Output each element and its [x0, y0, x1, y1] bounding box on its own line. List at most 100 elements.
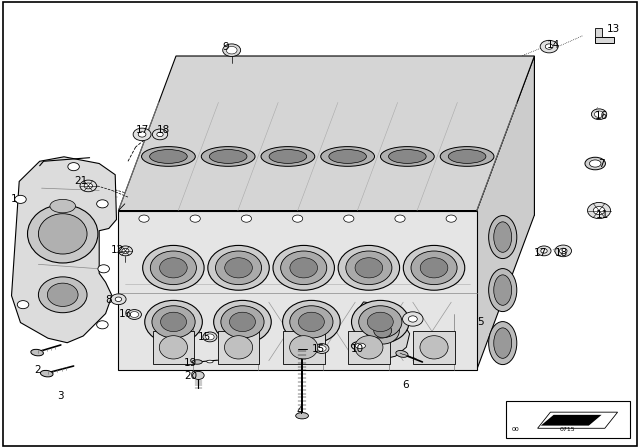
Circle shape: [403, 312, 423, 326]
Ellipse shape: [355, 258, 383, 278]
Circle shape: [84, 183, 93, 189]
Ellipse shape: [367, 312, 393, 332]
Ellipse shape: [28, 205, 98, 263]
Ellipse shape: [281, 251, 327, 284]
Circle shape: [227, 47, 237, 54]
Ellipse shape: [283, 301, 340, 344]
Text: 8: 8: [106, 295, 112, 305]
Text: 20: 20: [184, 371, 197, 381]
Text: 16: 16: [595, 111, 608, 121]
Polygon shape: [118, 211, 477, 370]
Text: 17: 17: [534, 248, 547, 258]
Ellipse shape: [420, 336, 448, 359]
Ellipse shape: [351, 341, 369, 350]
Circle shape: [122, 248, 129, 254]
Ellipse shape: [261, 146, 315, 166]
Text: 12: 12: [111, 245, 124, 254]
Circle shape: [115, 297, 122, 302]
Bar: [413, 331, 455, 364]
Bar: [152, 331, 194, 364]
Text: 2: 2: [34, 366, 40, 375]
Text: 13: 13: [607, 24, 620, 34]
Text: 18: 18: [556, 248, 568, 258]
Circle shape: [545, 44, 553, 49]
Ellipse shape: [338, 246, 399, 290]
Bar: [595, 28, 602, 37]
Circle shape: [118, 246, 132, 256]
Ellipse shape: [273, 246, 335, 290]
Circle shape: [193, 371, 204, 379]
Circle shape: [588, 202, 611, 219]
Circle shape: [98, 265, 109, 273]
Text: 15: 15: [198, 332, 211, 342]
Circle shape: [593, 207, 605, 215]
Ellipse shape: [388, 150, 426, 164]
Ellipse shape: [225, 336, 253, 359]
Text: 19: 19: [184, 358, 197, 368]
Ellipse shape: [143, 246, 204, 290]
Ellipse shape: [47, 283, 78, 306]
Ellipse shape: [494, 222, 512, 252]
Polygon shape: [118, 56, 534, 211]
Ellipse shape: [290, 258, 317, 278]
Ellipse shape: [489, 322, 517, 365]
Ellipse shape: [351, 301, 409, 344]
Ellipse shape: [355, 336, 383, 359]
Circle shape: [408, 316, 417, 322]
Circle shape: [157, 132, 163, 137]
Text: 00: 00: [512, 427, 520, 432]
Text: 1: 1: [11, 194, 17, 204]
Polygon shape: [541, 415, 602, 426]
Circle shape: [241, 215, 252, 222]
Ellipse shape: [221, 306, 264, 338]
Ellipse shape: [207, 360, 213, 363]
Ellipse shape: [346, 251, 392, 284]
Text: 18: 18: [157, 125, 170, 135]
Ellipse shape: [209, 150, 247, 164]
Ellipse shape: [225, 258, 252, 278]
Circle shape: [317, 345, 326, 352]
Ellipse shape: [31, 349, 44, 356]
Circle shape: [111, 294, 126, 305]
Ellipse shape: [159, 258, 188, 278]
Ellipse shape: [230, 312, 255, 332]
Circle shape: [97, 321, 108, 329]
Ellipse shape: [448, 150, 486, 164]
Circle shape: [190, 215, 200, 222]
Ellipse shape: [150, 150, 188, 164]
Ellipse shape: [329, 150, 367, 164]
Text: 6: 6: [402, 380, 408, 390]
Circle shape: [559, 248, 567, 254]
Text: 3: 3: [58, 392, 64, 401]
Circle shape: [80, 180, 97, 192]
Text: 17: 17: [136, 125, 148, 135]
Ellipse shape: [380, 146, 435, 166]
Text: 10: 10: [351, 344, 364, 353]
Circle shape: [152, 129, 168, 140]
Bar: [348, 331, 390, 364]
Ellipse shape: [358, 306, 402, 338]
Circle shape: [205, 334, 214, 340]
Text: 0715: 0715: [560, 427, 575, 432]
Bar: [218, 331, 259, 364]
Ellipse shape: [150, 251, 196, 284]
Ellipse shape: [202, 146, 255, 166]
Ellipse shape: [159, 336, 188, 359]
Ellipse shape: [290, 306, 333, 338]
Circle shape: [344, 215, 354, 222]
Circle shape: [139, 215, 149, 222]
Text: 4: 4: [296, 406, 303, 416]
Circle shape: [541, 249, 547, 253]
Ellipse shape: [298, 312, 324, 332]
Ellipse shape: [296, 413, 308, 419]
Bar: [506, 401, 630, 438]
Circle shape: [223, 44, 241, 56]
Text: 9: 9: [222, 42, 228, 52]
Circle shape: [595, 111, 604, 117]
Ellipse shape: [489, 269, 517, 312]
Ellipse shape: [411, 251, 457, 284]
Text: 14: 14: [547, 40, 560, 50]
Ellipse shape: [585, 157, 605, 170]
Text: 5: 5: [477, 317, 483, 327]
Polygon shape: [477, 56, 534, 370]
